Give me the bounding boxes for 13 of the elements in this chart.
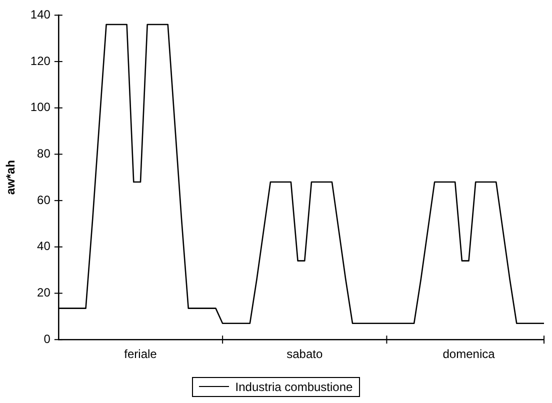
y-tick-label: 100 bbox=[30, 100, 51, 114]
y-tick-label: 80 bbox=[37, 146, 51, 161]
legend-label: Industria combustione bbox=[235, 380, 353, 394]
y-tick-label: 60 bbox=[37, 192, 51, 207]
y-tick-label: 40 bbox=[37, 239, 51, 254]
x-tick-label: domenica bbox=[442, 347, 496, 362]
x-tick-label: sabato bbox=[286, 347, 323, 362]
y-axis-title: aw*ah bbox=[4, 160, 18, 195]
y-tick-label: 0 bbox=[44, 332, 51, 346]
y-tick-label: 20 bbox=[37, 286, 51, 300]
x-tick-label: feriale bbox=[124, 347, 158, 362]
y-tick-label: 140 bbox=[30, 8, 51, 22]
y-tick-label: 120 bbox=[30, 54, 51, 68]
